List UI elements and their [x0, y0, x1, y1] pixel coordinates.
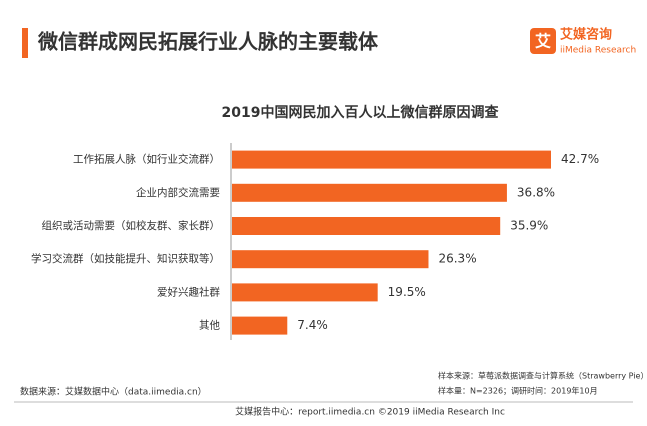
category-label: 学习交流群（如技能提升、知识获取等） — [31, 252, 220, 265]
logo-text: 艾媒咨询 — [560, 27, 612, 43]
bar — [232, 250, 429, 269]
logo-icon — [530, 28, 556, 54]
logo-glyph: 艾 — [535, 32, 551, 51]
bar — [232, 217, 501, 235]
category-label: 其他 — [199, 319, 220, 332]
page-title: 微信群成网民拓展行业人脉的主要载体 — [37, 30, 379, 54]
value-label: 42.7% — [561, 152, 599, 166]
category-label: 爱好兴趣社群 — [157, 285, 220, 298]
sample-source: 样本来源：草莓派数据调查与计算系统（Strawberry Pie） — [438, 371, 647, 381]
category-label: 组织或活动需要（如校友群、家长群） — [42, 219, 221, 232]
bar — [232, 150, 551, 169]
data-source: 数据来源：艾媒数据中心（data.iimedia.cn） — [20, 386, 207, 398]
footer: 艾媒报告中心：report.iimedia.cn ©2019 iiMedia R… — [235, 406, 505, 418]
value-label: 35.9% — [510, 219, 548, 233]
logo-sub: iiMedia Research — [560, 46, 636, 56]
bar — [232, 183, 507, 202]
header-accent — [22, 28, 28, 58]
sample-info: 样本量：N=2326；调研时间：2019年10月 — [438, 386, 598, 396]
bar — [232, 283, 378, 302]
chart-title: 2019中国网民加入百人以上微信群原因调查 — [222, 104, 500, 121]
value-label: 36.8% — [517, 185, 555, 199]
category-label: 工作拓展人脉（如行业交流群） — [73, 153, 220, 166]
value-label: 7.4% — [297, 318, 328, 332]
value-label: 26.3% — [438, 252, 476, 266]
value-label: 19.5% — [388, 285, 426, 299]
category-label: 企业内部交流需要 — [136, 186, 220, 199]
bar — [232, 316, 288, 335]
